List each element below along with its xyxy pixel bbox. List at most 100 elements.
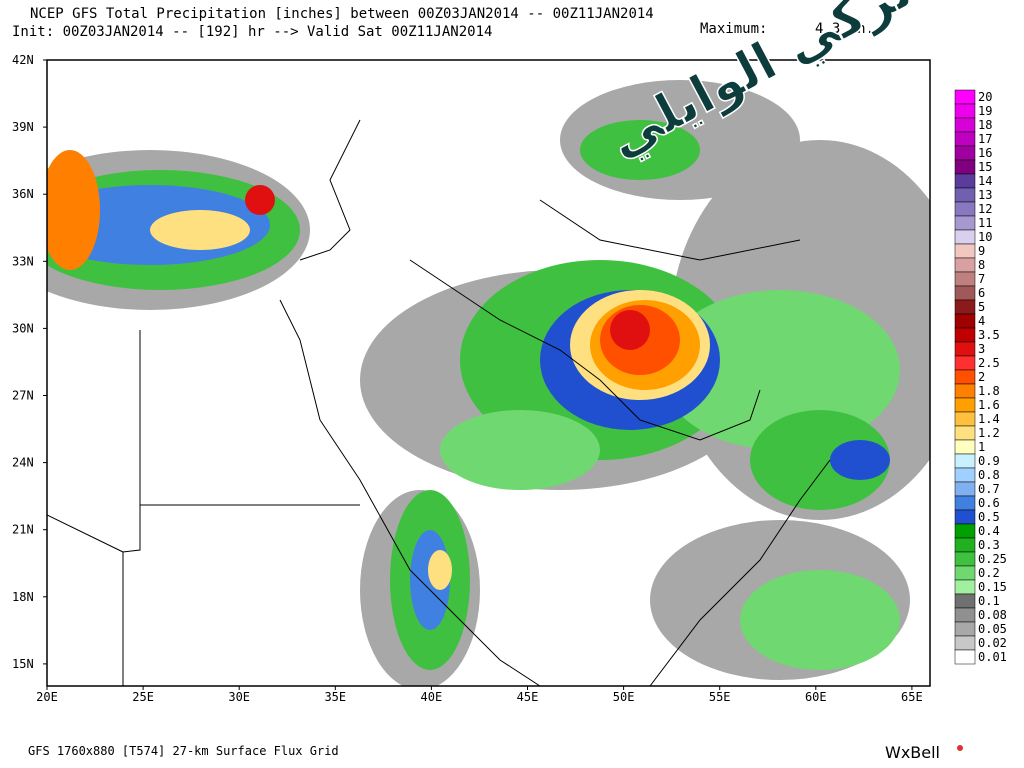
colorbar-label: 13 (978, 188, 992, 202)
map-frame (46, 59, 931, 687)
colorbar-swatch (954, 537, 976, 553)
lat-label: 21N (12, 523, 34, 537)
maximum-label: Maximum: (700, 21, 767, 37)
colorbar-label: 3 (978, 342, 985, 356)
colorbar-swatch (954, 145, 976, 161)
colorbar-label: 0.01 (978, 650, 1007, 664)
lat-label: 15N (12, 657, 34, 671)
colorbar-swatch (954, 229, 976, 245)
colorbar-label: 8 (978, 258, 985, 272)
colorbar-swatch (954, 341, 976, 357)
colorbar-swatch (954, 159, 976, 175)
lon-label: 60E (805, 690, 827, 704)
colorbar-label: 0.02 (978, 636, 1007, 650)
colorbar-swatch (954, 257, 976, 273)
colorbar-swatch (954, 467, 976, 483)
colorbar-swatch (954, 243, 976, 259)
colorbar-label: 11 (978, 216, 992, 230)
lat-label: 36N (12, 187, 34, 201)
title-line2: Init: 00Z03JAN2014 -- [192] hr --> Valid… (12, 24, 492, 40)
lat-label: 39N (12, 120, 34, 134)
colorbar-swatch (954, 579, 976, 595)
colorbar-swatch (954, 453, 976, 469)
colorbar-label: 0.8 (978, 468, 1000, 482)
colorbar-label: 15 (978, 160, 992, 174)
colorbar-label: 17 (978, 132, 992, 146)
title-line1: NCEP GFS Total Precipitation [inches] be… (30, 6, 654, 22)
colorbar-swatch (954, 173, 976, 189)
coastlines (47, 119, 831, 686)
colorbar-swatch (954, 285, 976, 301)
lon-label: 35E (324, 690, 346, 704)
colorbar-swatch (954, 593, 976, 609)
maximum-value: 4.3 in. (815, 21, 874, 37)
colorbar-swatch (954, 355, 976, 371)
colorbar-swatch (954, 621, 976, 637)
colorbar-swatch (954, 201, 976, 217)
colorbar-label: 0.1 (978, 594, 1000, 608)
colorbar-swatch (954, 103, 976, 119)
colorbar-swatch (954, 425, 976, 441)
colorbar-swatch (954, 565, 976, 581)
colorbar-swatch (954, 271, 976, 287)
lat-label: 42N (12, 53, 34, 67)
colorbar-swatch (954, 313, 976, 329)
colorbar-swatch (954, 439, 976, 455)
colorbar-label: 1.8 (978, 384, 1000, 398)
lon-label: 50E (613, 690, 635, 704)
colorbar-swatch (954, 187, 976, 203)
colorbar-label: 2 (978, 370, 985, 384)
colorbar-label: 20 (978, 90, 992, 104)
colorbar-label: 5 (978, 300, 985, 314)
colorbar-swatch (954, 523, 976, 539)
lon-label: 40E (421, 690, 443, 704)
precip-field (47, 80, 930, 686)
colorbar-label: 0.2 (978, 566, 1000, 580)
lon-label: 55E (709, 690, 731, 704)
colorbar-swatch (954, 117, 976, 133)
lon-label: 65E (901, 690, 923, 704)
colorbar-swatch (954, 607, 976, 623)
colorbar-swatch (954, 383, 976, 399)
brand-dot (957, 745, 963, 751)
lon-label: 30E (228, 690, 250, 704)
colorbar-label: 0.08 (978, 608, 1007, 622)
brand: WxBell (885, 743, 940, 762)
colorbar-label: 12 (978, 202, 992, 216)
colorbar-swatch (954, 649, 976, 665)
colorbar-label: 1 (978, 440, 985, 454)
colorbar-label: 3.5 (978, 328, 1000, 342)
colorbar-label: 7 (978, 272, 985, 286)
lat-label: 27N (12, 389, 34, 403)
colorbar-label: 1.4 (978, 412, 1000, 426)
lat-labels: 42N 39N 36N 33N 30N 27N 24N 21N 18N 15N (12, 53, 47, 671)
colorbar-swatch (954, 397, 976, 413)
lat-label: 24N (12, 456, 34, 470)
lon-label: 25E (132, 690, 154, 704)
colorbar-label: 6 (978, 286, 985, 300)
lat-label: 18N (12, 590, 34, 604)
colorbar-label: 0.4 (978, 524, 1000, 538)
lon-label: 20E (36, 690, 58, 704)
lat-label: 30N (12, 321, 34, 335)
colorbar-swatch (954, 299, 976, 315)
grid-info: GFS 1760x880 [T574] 27-km Surface Flux G… (28, 744, 339, 758)
colorbar-label: 1.6 (978, 398, 1000, 412)
colorbar-swatch (954, 131, 976, 147)
lat-label: 33N (12, 254, 34, 268)
colorbar-label: 18 (978, 118, 992, 132)
colorbar-label: 9 (978, 244, 985, 258)
colorbar-label: 1.2 (978, 426, 1000, 440)
colorbar-label: 16 (978, 146, 992, 160)
colorbar-label: 0.05 (978, 622, 1007, 636)
colorbar-swatch (954, 411, 976, 427)
lon-label: 45E (517, 690, 539, 704)
colorbar-label: 0.5 (978, 510, 1000, 524)
colorbar-label: 0.25 (978, 552, 1007, 566)
colorbar-swatch (954, 215, 976, 231)
colorbar-label: 10 (978, 230, 992, 244)
colorbar-label: 0.6 (978, 496, 1000, 510)
colorbar-label: 2.5 (978, 356, 1000, 370)
colorbar-label: 4 (978, 314, 985, 328)
